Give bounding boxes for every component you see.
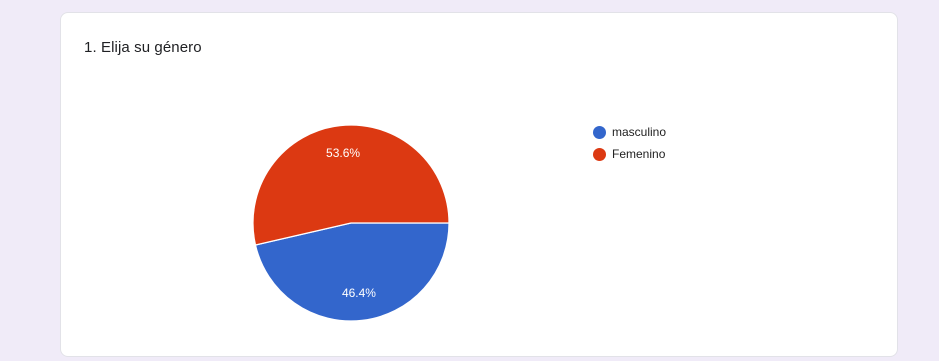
legend-item-femenino: Femenino bbox=[593, 145, 666, 163]
pie-label-masculino: 46.4% bbox=[342, 286, 376, 300]
chart-legend: masculino Femenino bbox=[593, 123, 666, 167]
pie-slice-femenino bbox=[252, 124, 450, 246]
pie-chart: 46.4% 53.6% bbox=[252, 124, 450, 322]
pie-slice-masculino bbox=[254, 222, 450, 322]
legend-label-masculino: masculino bbox=[612, 125, 667, 139]
legend-swatch-masculino bbox=[593, 125, 606, 139]
legend-label-femenino: Femenino bbox=[612, 147, 666, 161]
pie-slice-labels: 46.4% 53.6% bbox=[326, 146, 376, 300]
legend-swatch-femenino bbox=[593, 147, 606, 161]
pie-slices bbox=[252, 124, 450, 322]
pie-label-femenino: 53.6% bbox=[326, 146, 360, 160]
response-summary-card: 1. Elija su género 46.4% 53.6% masculino … bbox=[60, 12, 898, 357]
legend-item-masculino: masculino bbox=[593, 123, 666, 141]
question-title: 1. Elija su género bbox=[84, 39, 202, 56]
